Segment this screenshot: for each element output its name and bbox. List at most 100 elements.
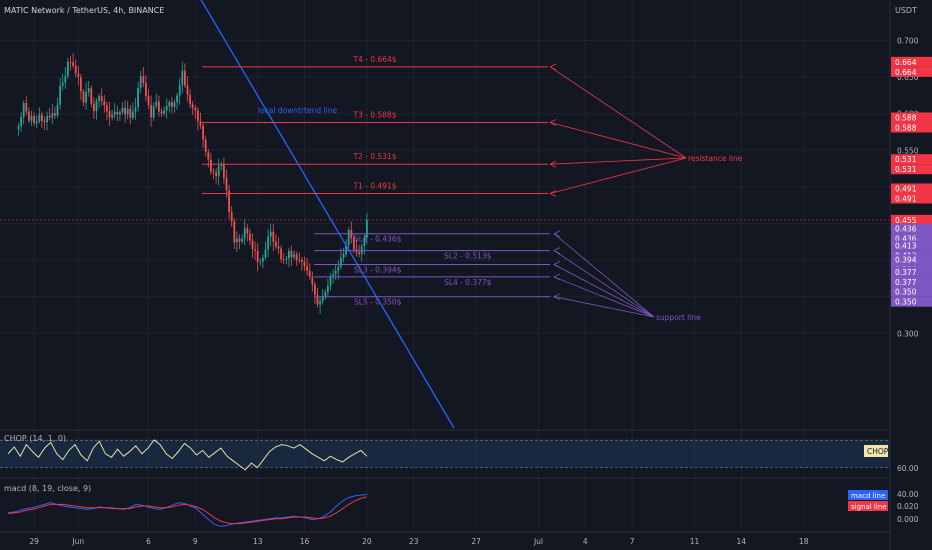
- candle: [17, 122, 20, 137]
- macd-tick-0.020: 0.020: [897, 502, 919, 511]
- candle-body: [145, 83, 147, 97]
- candle-body: [199, 121, 202, 126]
- candle: [293, 250, 295, 260]
- candle-body: [77, 73, 80, 78]
- macd-legend-label: macd line: [851, 492, 885, 500]
- candle: [173, 99, 176, 113]
- candlestick-series: [17, 52, 368, 314]
- candle-body: [303, 261, 306, 267]
- candle-body: [95, 100, 98, 112]
- candle: [139, 70, 142, 93]
- candle-body: [285, 258, 288, 260]
- candle-body: [17, 126, 20, 130]
- candle: [202, 121, 204, 149]
- candle-body: [306, 266, 308, 271]
- candle: [210, 152, 212, 175]
- chop-band-layer: [0, 439, 890, 468]
- candle: [347, 227, 350, 251]
- candle: [33, 112, 35, 127]
- currency-label: USDT: [895, 6, 917, 15]
- candle: [108, 101, 111, 126]
- candle: [137, 81, 139, 112]
- candle-body: [272, 231, 275, 242]
- candle: [35, 115, 38, 129]
- price-label-badge: [891, 66, 932, 77]
- candle: [337, 260, 340, 280]
- resistance-level-label: T1 - 0.491$: [352, 181, 396, 190]
- candle: [155, 93, 158, 109]
- support-arrowhead: [553, 261, 561, 268]
- candle-body: [332, 274, 334, 277]
- candle: [41, 111, 43, 128]
- candle-body: [87, 88, 90, 92]
- candle: [87, 80, 90, 97]
- candle-body: [282, 259, 285, 261]
- candle: [38, 107, 41, 124]
- candle-body: [126, 108, 129, 115]
- candle-body: [363, 237, 366, 247]
- macd-tick-0.000: 0.000: [897, 515, 919, 524]
- candle: [220, 161, 223, 171]
- candle: [111, 109, 113, 121]
- time-tick-label: Jun: [71, 537, 84, 546]
- candle: [204, 135, 207, 157]
- support-level-label: SL2 - 0.513$: [444, 252, 492, 261]
- price-label-badge: [891, 154, 932, 165]
- support-level-label: SL4 - 0.377$: [444, 278, 492, 287]
- candle: [43, 116, 46, 131]
- chop-indicator-title[interactable]: CHOP (14, 1, 0): [4, 434, 66, 443]
- price-label-text: 0.588: [895, 113, 917, 122]
- candle-body: [103, 100, 106, 106]
- candle: [54, 106, 56, 120]
- price-label-text: 0.377: [895, 268, 917, 277]
- candle: [85, 82, 87, 110]
- candle-body: [241, 238, 243, 242]
- candle: [134, 98, 137, 120]
- candle-body: [246, 228, 249, 234]
- chop-line: [7, 439, 368, 471]
- chop-badge: [864, 445, 888, 457]
- candle: [311, 271, 314, 292]
- candle: [95, 98, 98, 120]
- candle-body: [106, 105, 108, 112]
- candle-body: [111, 114, 113, 118]
- candle-body: [132, 111, 134, 118]
- candle: [280, 245, 282, 263]
- support-level-label: SL1 - 0.436$: [354, 235, 402, 244]
- signal-line: [8, 496, 368, 525]
- candle-body: [243, 228, 246, 239]
- candle-body: [230, 212, 233, 222]
- candle-body: [353, 237, 355, 250]
- price-label-badge: [891, 240, 932, 251]
- candle: [189, 89, 191, 109]
- candle: [160, 108, 163, 117]
- candle: [142, 67, 145, 87]
- candle: [82, 89, 85, 107]
- candle-body: [186, 85, 189, 95]
- support-arrow: [553, 296, 655, 318]
- candle: [184, 63, 186, 88]
- candle-body: [311, 276, 314, 285]
- candle-body: [191, 104, 194, 109]
- resistance-arrowhead: [549, 63, 557, 71]
- candle-body: [262, 257, 264, 262]
- candle: [113, 103, 116, 119]
- candle: [152, 102, 155, 122]
- candle-body: [176, 95, 178, 103]
- candle-body: [288, 250, 290, 259]
- time-tick-label: 16: [300, 537, 310, 546]
- candle-body: [30, 115, 33, 121]
- macd-indicator-title[interactable]: macd (8, 19, close, 9): [4, 484, 91, 493]
- candle: [171, 96, 173, 114]
- candle: [186, 76, 189, 102]
- price-tick-label: 0.650: [897, 73, 919, 82]
- price-label-text: 0.350: [895, 298, 917, 307]
- candle-body: [129, 108, 132, 118]
- candle: [124, 100, 126, 123]
- price-tick-label: 0.550: [897, 146, 919, 155]
- candle: [119, 109, 121, 122]
- macd-legend-badge: [848, 490, 888, 500]
- price-label-text: 0.455: [895, 216, 917, 225]
- candle: [212, 168, 215, 180]
